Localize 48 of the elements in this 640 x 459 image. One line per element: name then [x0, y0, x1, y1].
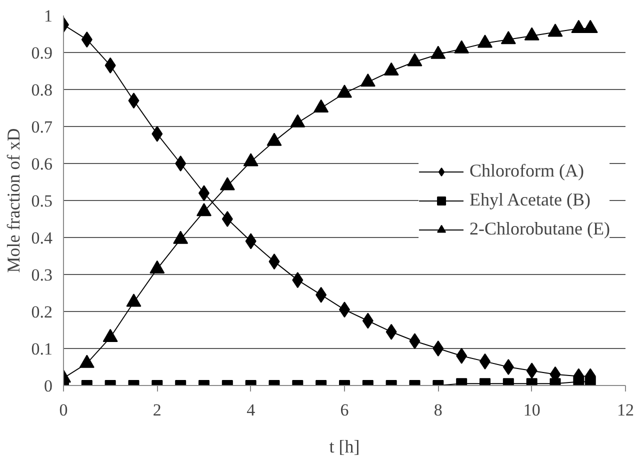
x-tick-label: 0: [59, 400, 68, 420]
y-tick-label: 0.2: [31, 302, 52, 322]
y-tick-label: 0.5: [31, 192, 52, 210]
point: [584, 376, 596, 386]
x-tick-label: 4: [246, 400, 256, 420]
point: [243, 153, 258, 166]
x-tick-label: 8: [434, 400, 442, 420]
point: [220, 177, 235, 190]
point: [150, 260, 165, 274]
point: [79, 354, 94, 368]
point: [360, 74, 376, 87]
legend-label: Ehyl Acetate (B): [470, 190, 590, 210]
legend-label: 2-Chlorobutane (E): [470, 218, 610, 240]
point: [290, 114, 306, 128]
point: [548, 24, 563, 37]
y-tick-label: 0.3: [31, 266, 52, 284]
point: [582, 20, 598, 33]
point: [337, 84, 352, 98]
point: [384, 62, 399, 76]
point: [573, 376, 584, 386]
point: [102, 328, 118, 342]
x-tick-label: 6: [340, 400, 349, 420]
y-tick-label: 0.4: [31, 228, 53, 248]
legend-label: Chloroform (A): [470, 160, 584, 182]
y-axis-title: Mole fraction of xD: [3, 128, 24, 273]
y-tick-label: 0.7: [31, 118, 53, 136]
point: [173, 230, 188, 244]
y-tick-label: 0.1: [31, 340, 52, 358]
point: [454, 40, 470, 54]
point: [478, 34, 492, 48]
point: [126, 294, 142, 307]
y-tick-label: 0: [44, 376, 52, 396]
x-tick-label: 12: [617, 400, 634, 420]
x-axis-title: t [h]: [329, 436, 360, 456]
point: [524, 27, 540, 40]
x-tick-label: 10: [523, 400, 540, 420]
point: [314, 99, 329, 113]
point: [407, 53, 422, 66]
point: [500, 30, 516, 44]
point: [196, 203, 212, 216]
point: [571, 20, 586, 33]
y-tick-label: 0.8: [31, 80, 52, 100]
point: [430, 46, 446, 59]
point: [266, 132, 282, 146]
x-tick-label: 2: [152, 400, 162, 420]
y-tick-label: 1: [44, 6, 52, 26]
y-tick-label: 0.9: [31, 44, 52, 62]
y-tick-label: 0.6: [31, 154, 52, 174]
